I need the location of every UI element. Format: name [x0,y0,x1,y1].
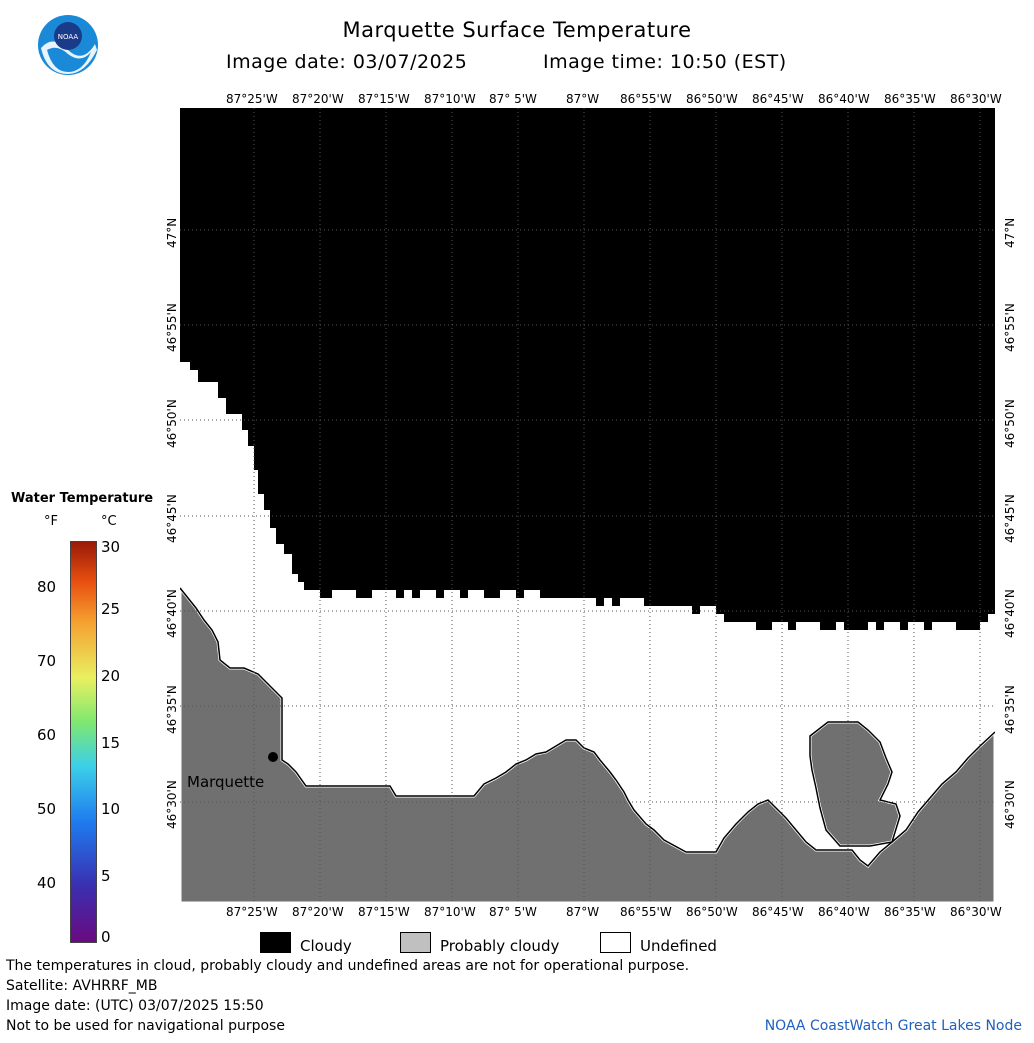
lat-label: 46°50'N [165,399,179,448]
lon-label: 87°20'W [292,905,344,919]
lat-label: 46°45'N [1003,494,1017,543]
lon-label: 87° 5'W [489,905,537,919]
c-tick: 15 [101,734,121,752]
c-tick: 0 [101,928,111,946]
image-date: Image date: 03/07/2025 [226,51,468,73]
unit-celsius: °C [101,514,117,529]
f-tick: 40 [37,874,57,892]
lat-label: 46°30'N [1003,780,1017,829]
lon-label: 86°45'W [752,92,804,106]
lon-label: 86°35'W [884,92,936,106]
c-tick: 30 [101,538,121,556]
lon-label: 87°10'W [424,905,476,919]
lon-label: 86°40'W [818,92,870,106]
lat-label: 46°35'N [1003,685,1017,734]
lon-label: 87°15'W [358,905,410,919]
lon-label: 87°25'W [226,92,278,106]
footer-nav-warning: Not to be used for navigational purpose [6,1018,285,1034]
f-tick: 50 [37,800,57,818]
lon-label: 86°35'W [884,905,936,919]
legend-label-undefined: Undefined [640,937,717,955]
lat-label: 46°55'N [1003,303,1017,352]
lat-label: 46°40'N [1003,589,1017,638]
image-time: Image time: 10:50 (EST) [543,51,787,73]
marquette-marker [268,752,278,762]
lat-label: 46°55'N [165,303,179,352]
c-tick: 20 [101,667,121,685]
lon-label: 87°25'W [226,905,278,919]
lon-label: 86°40'W [818,905,870,919]
legend-label-cloudy: Cloudy [300,937,352,955]
noaa-logo: NOAA [38,15,98,75]
map-svg [178,108,997,905]
logo-text: NOAA [58,33,79,41]
c-tick: 10 [101,800,121,818]
f-tick: 70 [37,652,57,670]
page-title: Marquette Surface Temperature [342,18,692,42]
footer-credit: NOAA CoastWatch Great Lakes Node [764,1018,1022,1034]
color-scale-bar [70,541,97,943]
lat-label: 46°50'N [1003,399,1017,448]
lat-label: 46°30'N [165,780,179,829]
lon-label: 87°10'W [424,92,476,106]
place-label-marquette: Marquette [187,773,265,791]
lon-label: 86°30'W [950,905,1002,919]
f-tick: 60 [37,726,57,744]
lon-label: 87°W [566,92,600,106]
legend-swatch-probably-cloudy [400,932,431,953]
lon-label: 86°55'W [620,905,672,919]
lat-label: 46°40'N [165,589,179,638]
unit-fahrenheit: °F [44,514,58,529]
lon-label: 87°15'W [358,92,410,106]
lat-label: 46°45'N [165,494,179,543]
graticule [180,108,995,903]
cloud-area [180,108,995,630]
footer-satellite: Satellite: AVHRRF_MB [6,978,158,994]
legend-label-probably-cloudy: Probably cloudy [440,937,560,955]
f-tick: 80 [37,578,57,596]
lon-label: 86°50'W [686,905,738,919]
lon-label: 86°55'W [620,92,672,106]
lon-label: 86°50'W [686,92,738,106]
c-tick: 25 [101,600,121,618]
lon-label: 87°20'W [292,92,344,106]
lon-label: 86°30'W [950,92,1002,106]
lat-label: 47°N [1003,217,1017,248]
footer-utc-date: Image date: (UTC) 03/07/2025 15:50 [6,998,264,1014]
lon-label: 86°45'W [752,905,804,919]
c-tick: 5 [101,867,111,885]
map-area: Marquette [178,108,997,905]
footer-note: The temperatures in cloud, probably clou… [6,958,690,974]
island-coastline [809,721,901,847]
scale-title: Water Temperature [11,491,154,506]
legend-swatch-cloudy [260,932,291,953]
legend-swatch-undefined [600,932,631,953]
lon-label: 87°W [566,905,600,919]
coastline [179,587,996,868]
lon-label: 87° 5'W [489,92,537,106]
lat-label: 47°N [165,217,179,248]
lat-label: 46°35'N [165,685,179,734]
